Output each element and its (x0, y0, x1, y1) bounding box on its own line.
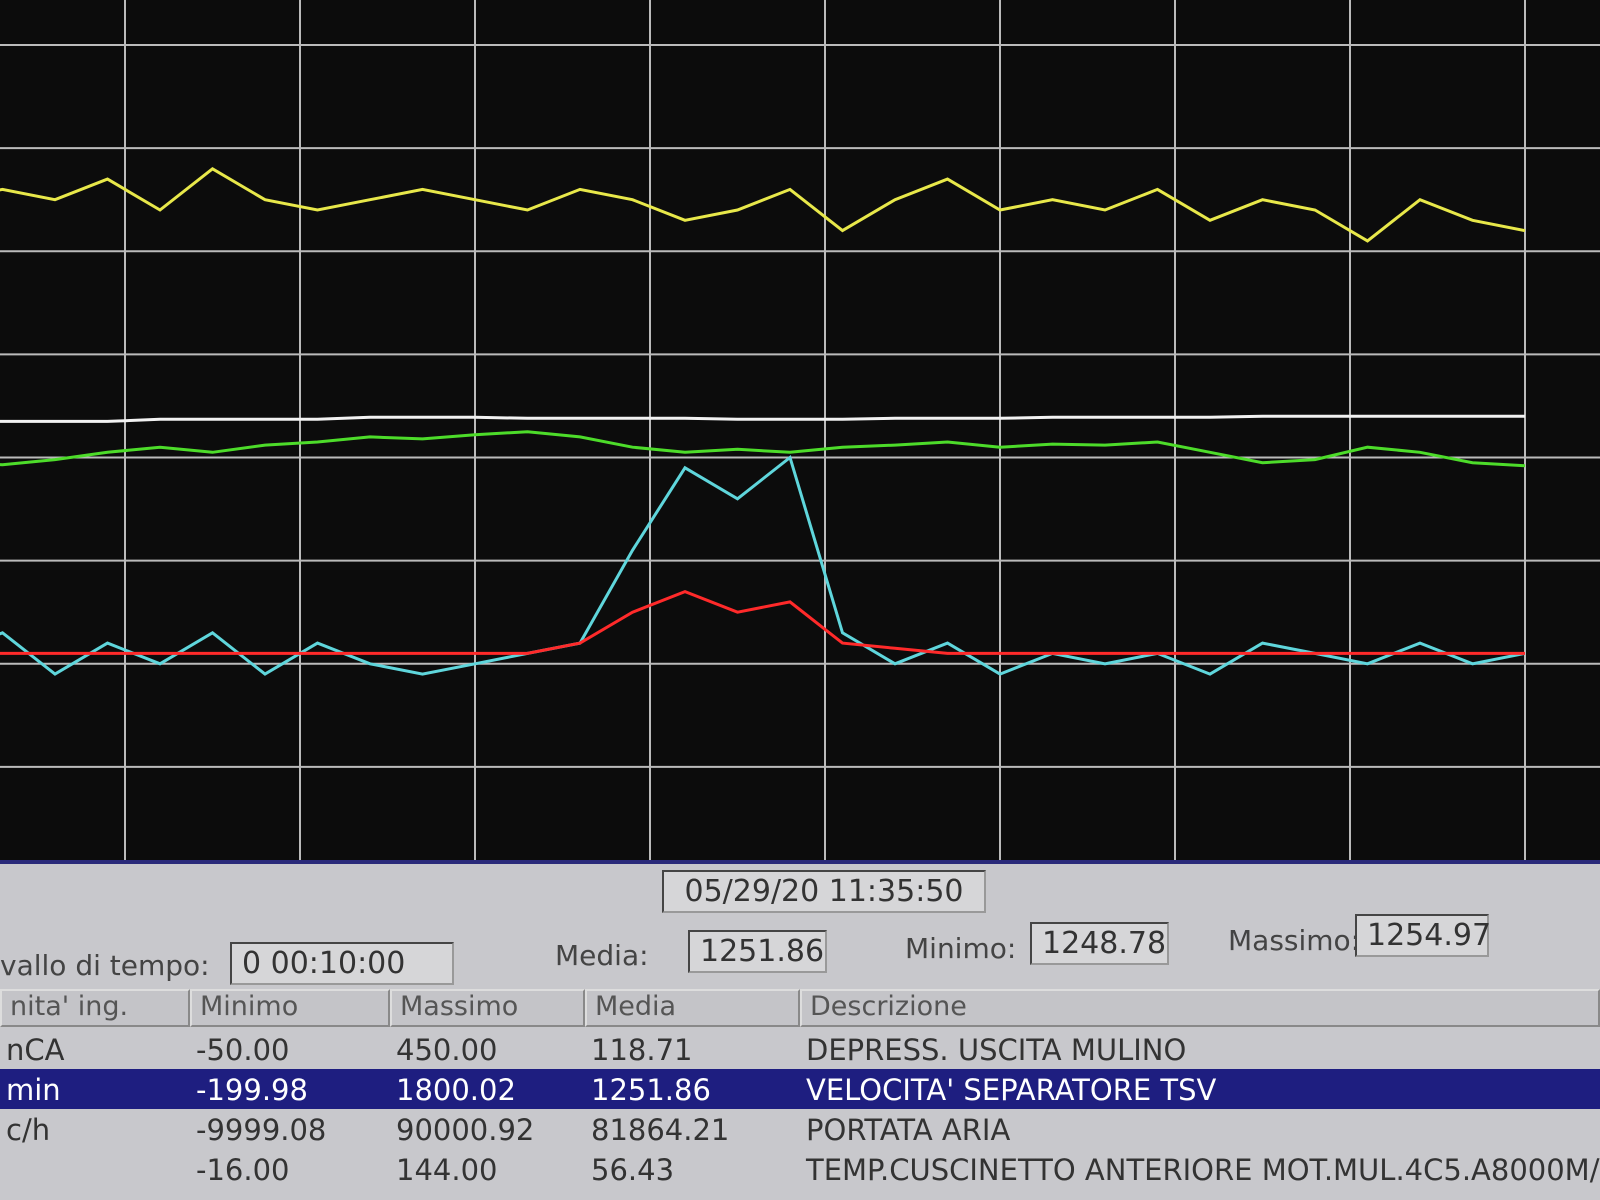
table-cell: 1251.86 (591, 1073, 711, 1107)
table-row[interactable]: -16.00 144.00 56.43 TEMP.CUSCINETTO ANTERIO… (0, 1149, 1600, 1189)
interval-value: 0 00:10:00 (230, 942, 454, 985)
table-cell: 81864.21 (591, 1113, 730, 1147)
timestamp: 05/29/20 11:35:50 (662, 870, 986, 913)
trace (0, 589, 1525, 655)
table-row[interactable]: nCA -50.00 450.00 118.71 DEPRESS. USCITA MUL… (0, 1029, 1600, 1069)
table-cell: 1800.02 (396, 1073, 516, 1107)
column-header: Media (585, 989, 800, 1027)
table-row[interactable]: min -199.98 1800.02 1251.86 VELOCITA' SEPARA… (0, 1069, 1600, 1109)
trace (0, 454, 1526, 676)
table-cell: -199.98 (196, 1073, 308, 1107)
trace (0, 414, 1525, 423)
table-cell: -9999.08 (196, 1113, 327, 1147)
table-cell: min (6, 1073, 61, 1107)
mean-value: 1251.86 (688, 930, 827, 973)
table-cell: -16.00 (196, 1153, 290, 1187)
table-cell: 144.00 (396, 1153, 498, 1187)
table-cell: TEMP.CUSCINETTO ANTERIORE MOT.MUL.4C5.A8… (806, 1153, 1600, 1187)
table-cell: 90000.92 (396, 1113, 535, 1147)
statistics-panel: 05/29/20 11:35:50 vallo di tempo: 0 00:1… (0, 860, 1600, 1200)
interval-label: vallo di tempo: (0, 949, 210, 982)
column-header: Descrizione (800, 989, 1600, 1027)
table-cell: PORTATA ARIA (806, 1113, 1011, 1147)
table-cell: 118.71 (591, 1033, 693, 1067)
column-header: nita' ing. (0, 989, 190, 1027)
table-cell: nCA (6, 1033, 65, 1067)
column-header: Minimo (190, 989, 390, 1027)
trace (0, 166, 1526, 243)
table-row[interactable]: c/h -9999.08 90000.92 81864.21 PORTATA ARIA (0, 1109, 1600, 1149)
table-cell: 450.00 (396, 1033, 498, 1067)
trend-chart (0, 0, 1600, 860)
table-cell: -50.00 (196, 1033, 290, 1067)
table-cell: c/h (6, 1113, 51, 1147)
min-value: 1248.78 (1030, 922, 1169, 965)
mean-label: Media: (555, 939, 649, 972)
plot-background (0, 0, 1600, 860)
trace (0, 430, 1526, 468)
column-header: Massimo (390, 989, 585, 1027)
table-cell: 56.43 (591, 1153, 675, 1187)
max-label: Massimo: (1228, 924, 1361, 957)
min-label: Minimo: (905, 932, 1017, 965)
table-cell: DEPRESS. USCITA MULINO (806, 1033, 1187, 1067)
max-value: 1254.97 (1355, 914, 1491, 957)
table-cell: VELOCITA' SEPARATORE TSV (806, 1073, 1217, 1107)
